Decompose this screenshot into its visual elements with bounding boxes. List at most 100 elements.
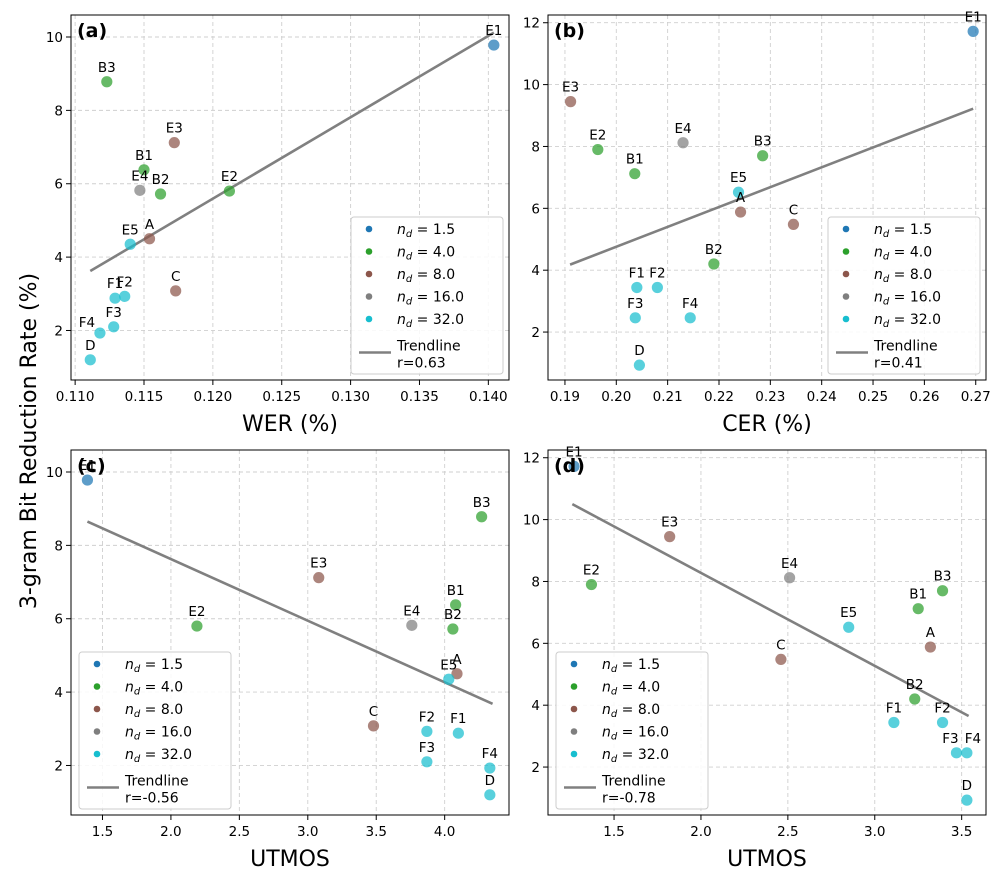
- point-label-d: D: [962, 778, 972, 794]
- legend-marker: [570, 750, 578, 758]
- point-label-e5: E5: [440, 657, 457, 673]
- point-label-e4: E4: [403, 603, 420, 619]
- data-point-b2: [708, 258, 720, 270]
- data-point-f1: [888, 716, 900, 729]
- data-point-e3: [564, 96, 577, 108]
- legend-entry-label: nd = 4.0: [602, 680, 660, 698]
- point-label-e1: E1: [566, 444, 583, 460]
- legend-correlation: r=0.63: [397, 356, 446, 372]
- legend-entry-label: nd = 8.0: [602, 702, 660, 720]
- panel-tag: (a): [77, 20, 107, 42]
- trendline: [86, 520, 494, 706]
- data-point-f3: [108, 321, 120, 333]
- x-tick-label: 0.22: [704, 389, 734, 405]
- data-point-a: [924, 641, 936, 653]
- point-label-b1: B1: [135, 148, 153, 164]
- x-tick-label: 0.24: [807, 389, 837, 405]
- point-label-d: D: [85, 338, 95, 354]
- data-point-c: [367, 720, 380, 732]
- point-label-f2: F2: [934, 701, 950, 717]
- data-point-e1: [81, 474, 94, 486]
- point-label-e4: E4: [131, 168, 148, 184]
- point-label-a: A: [926, 625, 936, 641]
- panel-b: E1 E2 B1 B3 B2 E3 A C E4 E5 F1 F2 F3 F4 D 0.19 0.20 0.21 0…: [523, 9, 991, 437]
- legend-marker: [365, 225, 373, 233]
- legend-marker: [570, 683, 578, 690]
- data-point-b3: [936, 585, 949, 597]
- data-point-e3: [313, 572, 325, 584]
- point-label-f4: F4: [965, 731, 981, 747]
- y-tick-label: 6: [54, 612, 63, 628]
- legend: nd = 1.5 nd = 4.0 nd = 8.0 nd = 16.0 nd = 32…: [555, 651, 709, 810]
- shared-y-axis-label: 3-gram Bit Reduction Rate (%): [17, 273, 42, 609]
- x-tick-label: 1.5: [603, 824, 624, 840]
- data-point-e3: [664, 531, 676, 543]
- legend-marker: [365, 315, 373, 323]
- legend-entry-label: nd = 32.0: [602, 747, 669, 765]
- x-tick-label: 3.5: [951, 824, 972, 840]
- x-tick-label: 3.0: [297, 824, 318, 840]
- data-point-e5: [443, 673, 455, 685]
- point-label-e2: E2: [188, 604, 205, 620]
- x-axis-label: CER (%): [722, 412, 812, 437]
- data-point-a: [451, 668, 463, 680]
- data-point-b2: [447, 623, 459, 635]
- point-label-a: A: [736, 190, 746, 206]
- data-point-e4: [134, 184, 146, 196]
- x-tick-label: 0.120: [194, 389, 233, 405]
- legend-correlation: r=0.41: [874, 356, 923, 372]
- legend-frame: [78, 651, 232, 810]
- data-point-c: [775, 653, 787, 666]
- legend-marker: [842, 248, 850, 255]
- point-label-a: A: [452, 652, 462, 668]
- y-tick-label: 2: [54, 323, 63, 339]
- legend-trend-label: Trendline: [124, 774, 189, 790]
- trendline: [89, 31, 495, 273]
- data-point-b3: [757, 150, 769, 162]
- x-tick-label: 0.26: [909, 389, 939, 405]
- legend-marker: [570, 660, 578, 668]
- legend-entry-label: nd = 4.0: [874, 245, 932, 263]
- legend-entry-label: nd = 8.0: [397, 267, 455, 285]
- point-label-e2: E2: [583, 563, 600, 579]
- x-axis-label: UTMOS: [727, 847, 807, 872]
- legend-trend-label: Trendline: [873, 339, 938, 355]
- data-point-a: [143, 233, 156, 245]
- x-axis-label: WER (%): [242, 412, 338, 437]
- legend-marker: [93, 683, 101, 690]
- legend: nd = 1.5 nd = 4.0 nd = 8.0 nd = 16.0 nd = 32…: [350, 216, 504, 375]
- point-label-f4: F4: [79, 315, 95, 331]
- point-label-e1: E1: [965, 9, 982, 25]
- legend-entry-label: nd = 1.5: [602, 657, 660, 675]
- legend-marker: [842, 315, 850, 323]
- point-label-f3: F3: [942, 731, 958, 747]
- data-point-e2: [592, 143, 604, 156]
- legend-entry-label: nd = 4.0: [125, 680, 183, 698]
- panel-d: E1 E2 B1 B3 B2 E3 A C E4 E5 F1 F2 F3 F4 D 1.5 2.0 2.5 3.0 3…: [523, 444, 987, 872]
- x-tick-label: 0.135: [400, 389, 439, 405]
- panel-tag: (c): [77, 455, 106, 477]
- y-tick-label: 4: [531, 263, 540, 279]
- y-tick-label: 8: [531, 574, 540, 590]
- point-label-f2: F2: [117, 274, 133, 290]
- point-label-f1: F1: [886, 701, 902, 717]
- data-point-f3: [950, 747, 963, 759]
- data-point-f3: [629, 312, 641, 324]
- data-point-e1: [568, 460, 580, 472]
- legend-marker: [365, 270, 373, 278]
- point-label-b3: B3: [934, 569, 952, 585]
- point-label-b2: B2: [152, 172, 170, 188]
- y-tick-label: 12: [523, 451, 540, 467]
- x-tick-label: 3.0: [864, 824, 885, 840]
- legend: nd = 1.5 nd = 4.0 nd = 8.0 nd = 16.0 nd = 32…: [827, 216, 981, 375]
- point-label-d: D: [485, 773, 495, 789]
- axes-frame: [70, 449, 510, 816]
- x-tick-label: 0.20: [601, 389, 631, 405]
- legend-entry-label: nd = 16.0: [602, 725, 669, 743]
- data-point-f4: [94, 327, 106, 339]
- legend-entry-label: nd = 16.0: [125, 725, 192, 743]
- legend-marker: [93, 660, 101, 668]
- point-label-e5: E5: [122, 222, 139, 238]
